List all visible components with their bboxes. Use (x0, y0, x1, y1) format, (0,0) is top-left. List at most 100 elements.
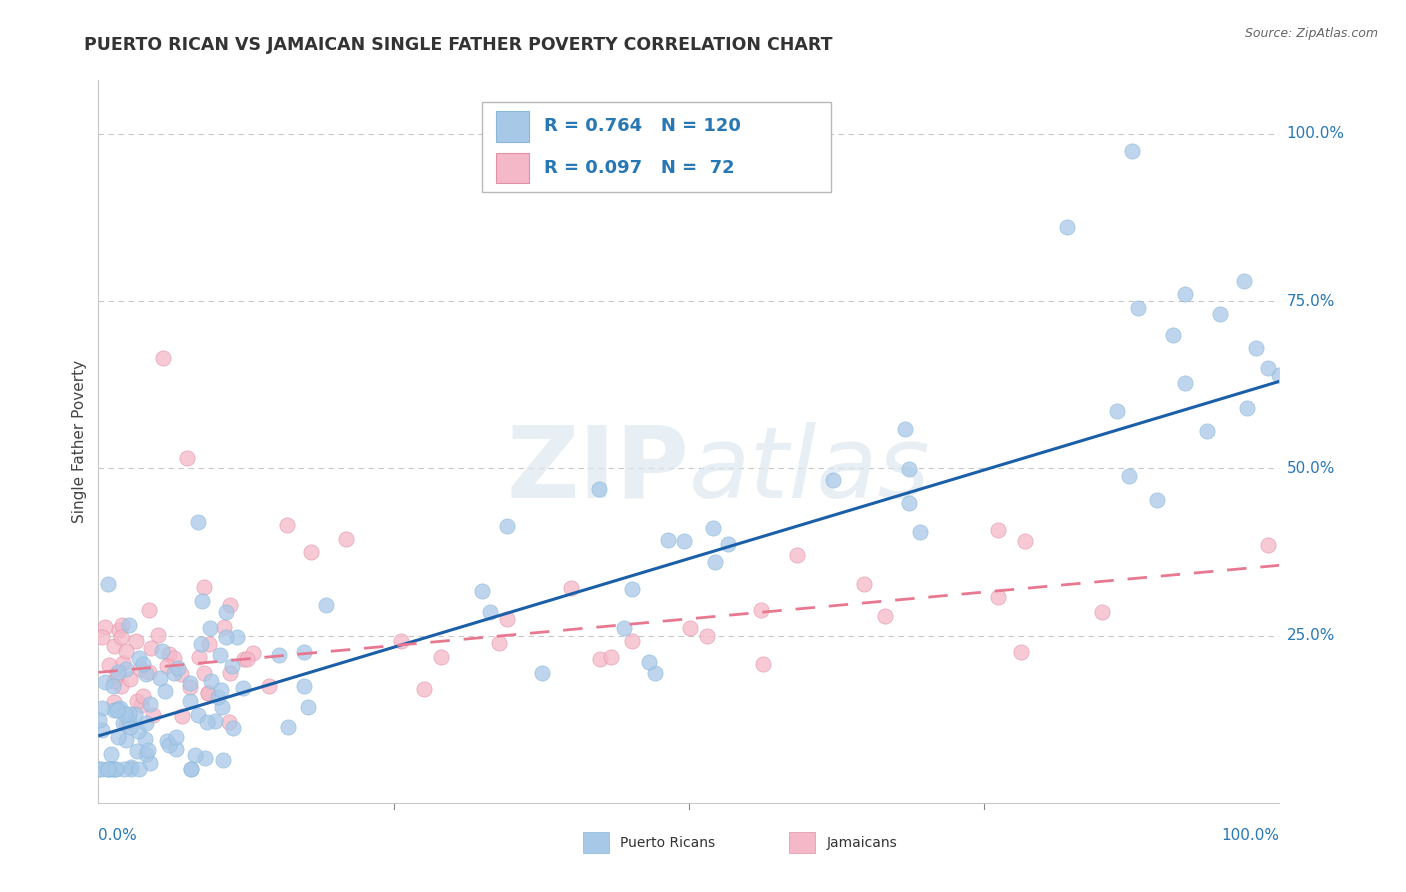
Point (717, 537, 740, 551)
Text: Puerto Ricans: Puerto Ricans (620, 836, 716, 849)
Point (97, 762, 120, 776)
Point (129, 698, 152, 712)
Point (170, 709, 193, 723)
Point (163, 651, 186, 665)
Point (1174, 287, 1197, 301)
Point (135, 747, 157, 762)
Point (111, 656, 134, 670)
FancyBboxPatch shape (582, 832, 609, 853)
Point (131, 690, 153, 704)
Point (115, 644, 138, 658)
Point (107, 665, 129, 680)
Point (114, 707, 136, 722)
Point (112, 762, 135, 776)
Text: 0.0%: 0.0% (98, 828, 138, 843)
Point (1121, 144, 1143, 158)
Point (599, 649, 621, 664)
Point (335, 532, 357, 546)
Point (1257, 538, 1279, 552)
Point (132, 657, 155, 672)
Point (138, 742, 160, 756)
Point (157, 647, 180, 661)
Point (170, 666, 193, 681)
Point (118, 672, 141, 686)
Point (702, 521, 724, 535)
Point (1126, 301, 1149, 315)
Point (898, 496, 921, 510)
Point (1257, 361, 1279, 376)
Point (103, 762, 125, 776)
Point (589, 651, 612, 665)
Point (134, 731, 156, 746)
Point (215, 630, 238, 644)
Point (187, 515, 209, 529)
Point (430, 650, 453, 665)
Point (315, 598, 337, 612)
Point (193, 665, 215, 680)
Point (91, 630, 114, 644)
Point (180, 762, 202, 776)
Point (90, 762, 112, 776)
Point (530, 665, 553, 680)
Point (207, 690, 229, 704)
Point (110, 617, 132, 632)
Point (118, 720, 141, 734)
Point (218, 665, 240, 680)
Point (125, 694, 148, 708)
Point (292, 679, 315, 693)
Text: 75.0%: 75.0% (1286, 293, 1334, 309)
Point (257, 679, 280, 693)
Point (87, 762, 110, 776)
Point (749, 603, 772, 617)
Point (233, 651, 256, 665)
Point (107, 731, 129, 745)
Point (115, 717, 138, 731)
Point (115, 661, 138, 675)
Point (194, 751, 217, 765)
Point (97, 577, 120, 591)
Text: Jamaicans: Jamaicans (827, 836, 898, 849)
Point (138, 756, 160, 771)
Text: 50.0%: 50.0% (1286, 461, 1334, 475)
Point (221, 659, 243, 673)
Point (135, 716, 157, 731)
Point (588, 482, 610, 496)
Point (93, 620, 115, 634)
Point (908, 524, 931, 539)
Point (1118, 469, 1140, 483)
Point (100, 747, 122, 762)
Point (479, 605, 502, 619)
Text: 100.0%: 100.0% (1222, 828, 1279, 843)
Point (117, 707, 139, 722)
Point (110, 630, 132, 644)
Point (107, 702, 129, 716)
Point (225, 630, 247, 644)
Text: 100.0%: 100.0% (1286, 127, 1344, 141)
Point (1268, 368, 1291, 382)
Point (242, 646, 264, 660)
Text: R = 0.097   N =  72: R = 0.097 N = 72 (544, 159, 734, 177)
Point (1236, 401, 1258, 416)
Point (91, 723, 114, 737)
Point (120, 762, 142, 776)
Point (135, 667, 157, 681)
Point (146, 628, 169, 642)
Point (138, 665, 160, 679)
Point (176, 451, 198, 466)
Point (222, 721, 245, 735)
Point (103, 639, 125, 653)
Point (208, 648, 231, 662)
Point (236, 652, 259, 666)
Point (560, 581, 582, 595)
FancyBboxPatch shape (496, 112, 530, 142)
Point (644, 666, 666, 681)
Point (193, 580, 215, 594)
Point (1056, 220, 1078, 235)
Point (1174, 376, 1197, 391)
Point (138, 602, 160, 616)
Point (987, 591, 1010, 605)
Point (211, 699, 233, 714)
Point (215, 606, 238, 620)
Point (156, 659, 179, 673)
Point (218, 714, 240, 729)
